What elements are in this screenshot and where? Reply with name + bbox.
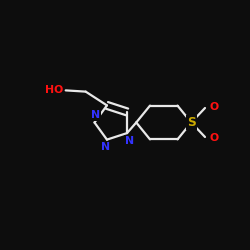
Text: N: N: [91, 110, 100, 120]
Text: S: S: [187, 116, 196, 129]
Text: N: N: [101, 142, 110, 152]
Text: O: O: [210, 133, 219, 143]
Text: O: O: [210, 102, 219, 112]
Text: HO: HO: [45, 86, 64, 96]
Text: N: N: [125, 136, 134, 145]
